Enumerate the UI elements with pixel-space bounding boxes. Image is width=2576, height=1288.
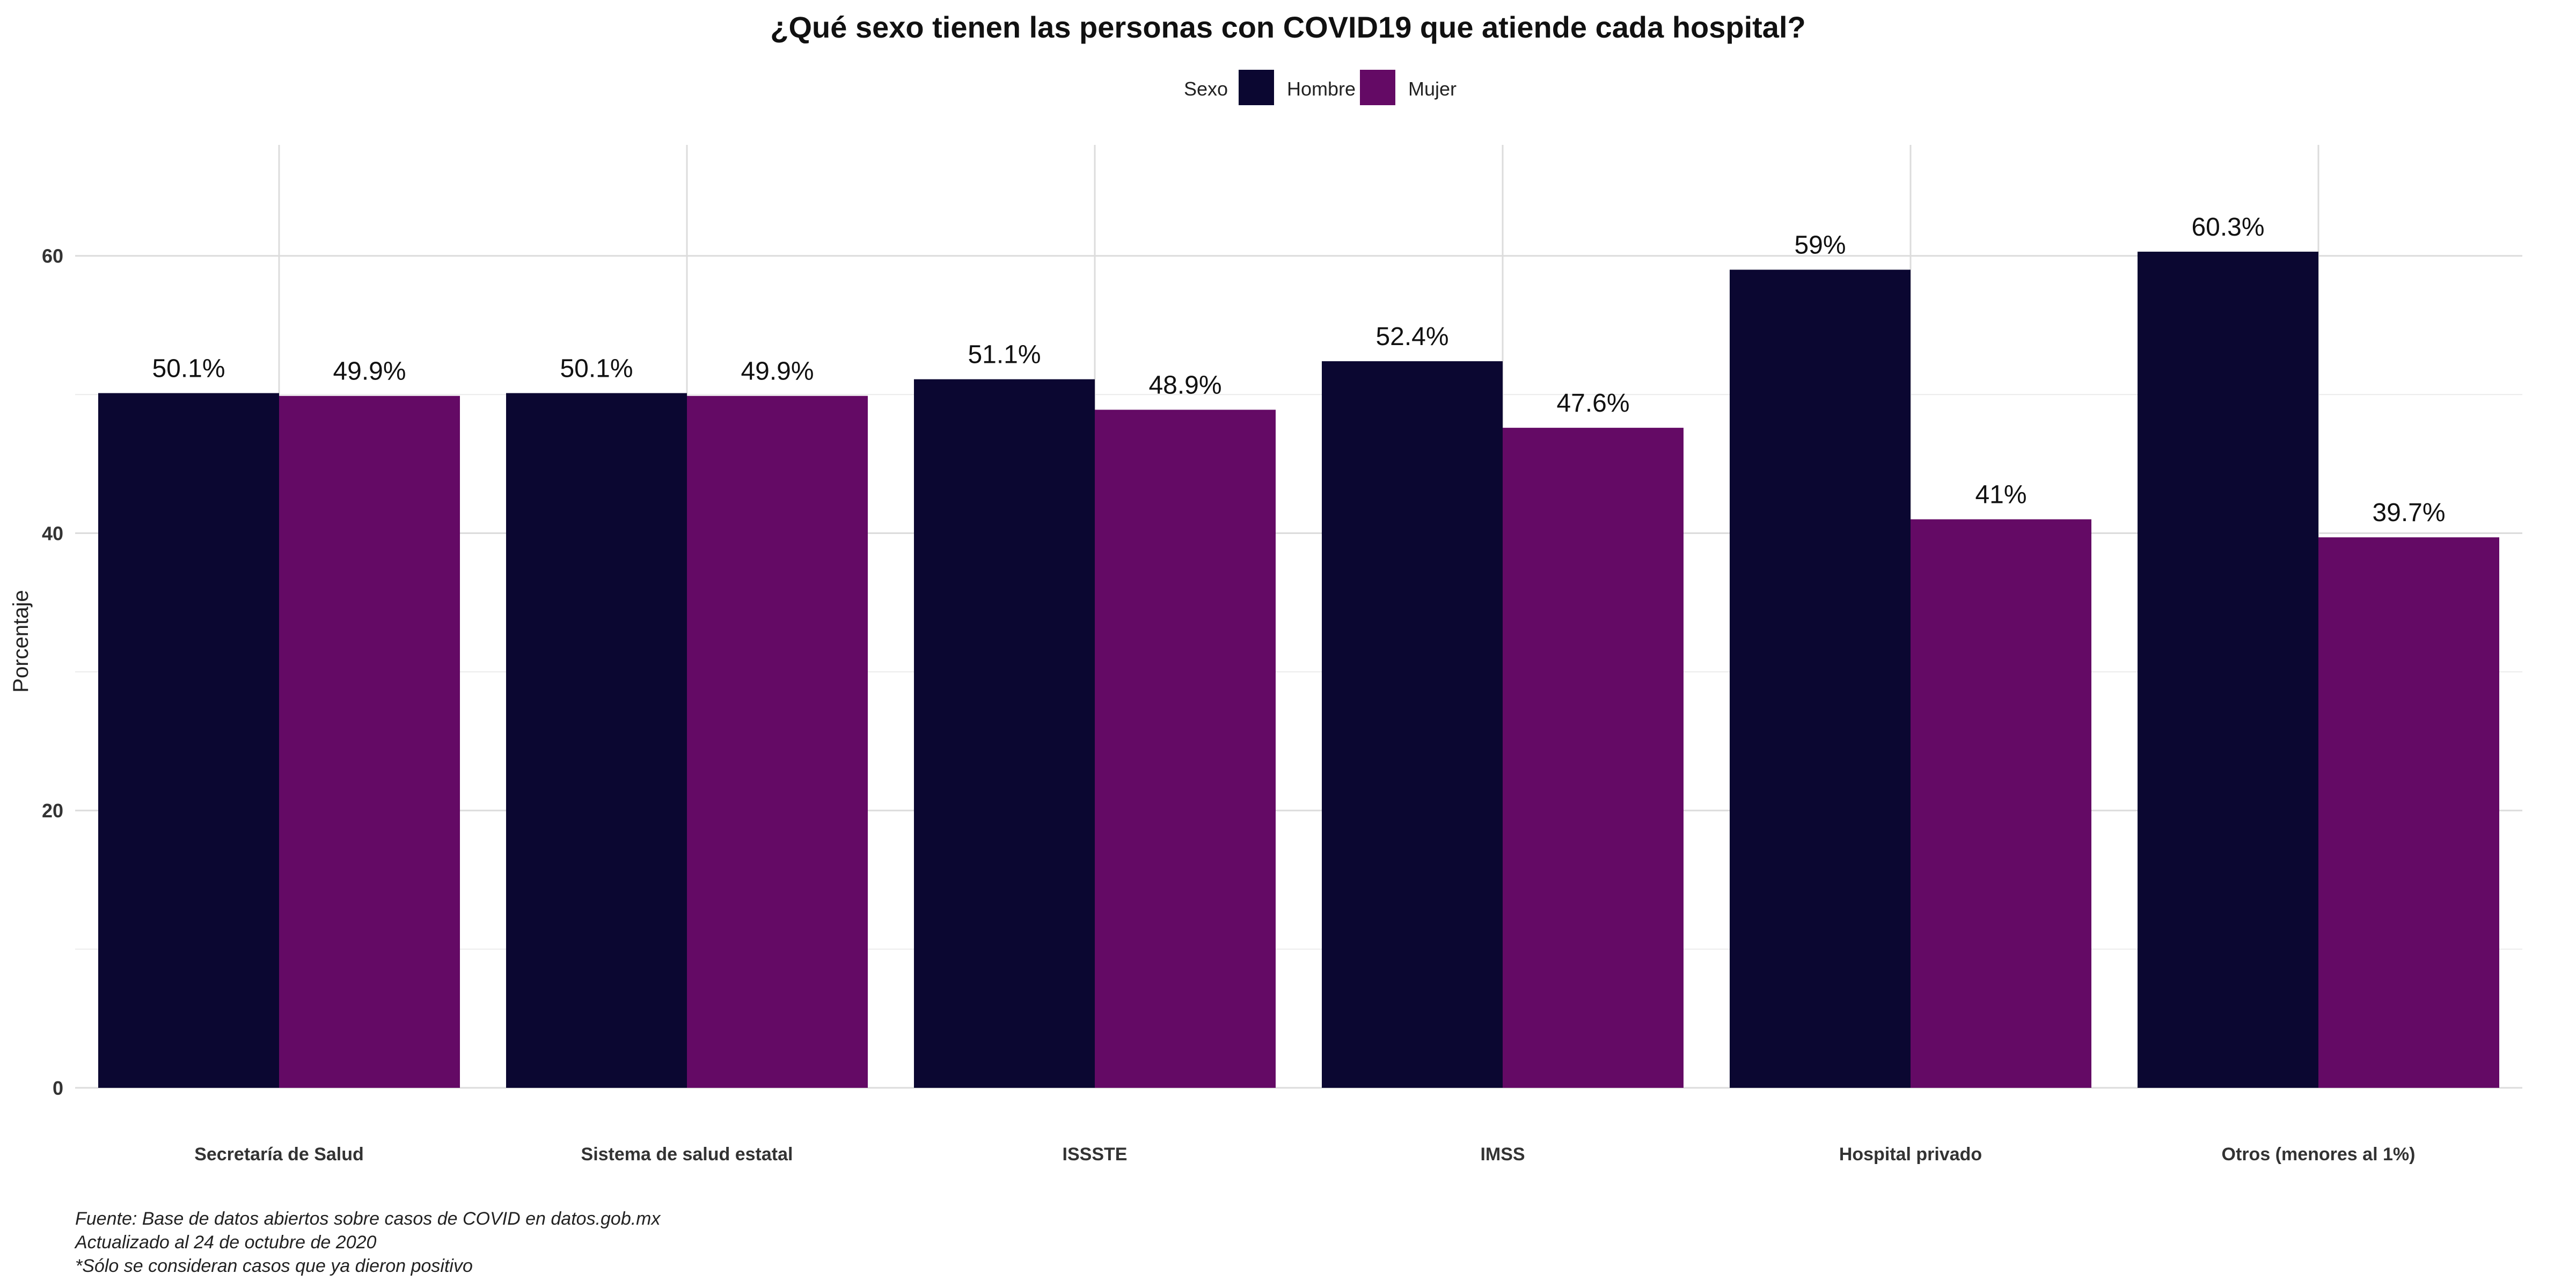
legend-swatch-hombre xyxy=(1239,70,1274,105)
bar-hombre-issste xyxy=(914,379,1095,1088)
bar-hombre-secretaria-de-salud xyxy=(98,393,279,1088)
y-tick-label-0: 0 xyxy=(53,1077,63,1099)
bar-label-hombre-secretaria-de-salud: 50.1% xyxy=(152,355,225,383)
bar-label-hombre-imss: 52.4% xyxy=(1375,323,1448,351)
x-axis-ticks: Secretaría de Salud Sistema de salud esta… xyxy=(194,1144,2415,1165)
legend-label-hombre: Hombre xyxy=(1287,78,1356,100)
bar-label-hombre-issste: 51.1% xyxy=(968,341,1041,369)
caption-source: Fuente: Base de datos abiertos sobre cas… xyxy=(75,1209,661,1229)
y-tick-label-60: 60 xyxy=(42,245,63,267)
bar-mujer-imss xyxy=(1503,428,1684,1088)
bar-mujer-issste xyxy=(1095,409,1276,1088)
bar-label-hombre-otros-menores-al-1: 60.3% xyxy=(2191,213,2264,241)
x-tick-label-issste: ISSSTE xyxy=(1063,1144,1128,1165)
legend-title: Sexo xyxy=(1184,78,1228,100)
caption-updated: Actualizado al 24 de octubre de 2020 xyxy=(74,1232,377,1253)
bar-mujer-secretaria-de-salud xyxy=(279,396,460,1088)
bar-value-labels: 50.1% 49.9% 50.1% 49.9% 51.1% 48.9% 52.4% 47.6%… xyxy=(152,213,2445,527)
bar-hombre-otros-menores-al-1 xyxy=(2138,251,2318,1088)
y-tick-label-20: 20 xyxy=(42,800,63,822)
chart-title: ¿Qué sexo tienen las personas con COVID1… xyxy=(770,10,1805,44)
bar-label-mujer-imss: 47.6% xyxy=(1556,389,1629,418)
bar-label-hombre-sistema-de-salud-estatal: 50.1% xyxy=(560,355,633,383)
bar-hombre-hospital-privado xyxy=(1730,269,1911,1088)
legend-label-mujer: Mujer xyxy=(1408,78,1457,100)
x-tick-label-sistema-de-salud-estatal: Sistema de salud estatal xyxy=(581,1144,793,1165)
y-axis-ticks: 0 20 40 60 xyxy=(42,245,63,1099)
x-tick-label-secretaria-de-salud: Secretaría de Salud xyxy=(194,1144,364,1165)
bar-mujer-otros-menores-al-1 xyxy=(2318,537,2499,1088)
y-axis-title: Porcentaje xyxy=(9,590,33,692)
bar-label-mujer-otros-menores-al-1: 39.7% xyxy=(2372,499,2445,527)
bar-hombre-imss xyxy=(1322,361,1503,1088)
bar-mujer-hospital-privado xyxy=(1911,519,2091,1088)
x-tick-label-hospital-privado: Hospital privado xyxy=(1839,1144,1982,1165)
y-tick-label-40: 40 xyxy=(42,522,63,544)
legend-swatch-mujer xyxy=(1360,70,1395,105)
bar-label-mujer-secretaria-de-salud: 49.9% xyxy=(333,357,406,386)
bar-label-mujer-sistema-de-salud-estatal: 49.9% xyxy=(741,357,814,386)
bars-group xyxy=(98,251,2499,1088)
chart-caption: Fuente: Base de datos abiertos sobre cas… xyxy=(74,1209,661,1276)
chart-legend: Sexo Hombre Mujer xyxy=(1184,70,1457,105)
bar-label-mujer-issste: 48.9% xyxy=(1148,371,1221,400)
bar-hombre-sistema-de-salud-estatal xyxy=(506,393,687,1088)
x-tick-label-otros-menores-al-1: Otros (menores al 1%) xyxy=(2222,1144,2416,1165)
bar-label-mujer-hospital-privado: 41% xyxy=(1975,481,2026,509)
x-tick-label-imss: IMSS xyxy=(1480,1144,1525,1165)
bar-mujer-sistema-de-salud-estatal xyxy=(687,396,868,1088)
bar-label-hombre-hospital-privado: 59% xyxy=(1794,231,1846,260)
caption-note: *Sólo se consideran casos que ya dieron … xyxy=(75,1256,473,1276)
